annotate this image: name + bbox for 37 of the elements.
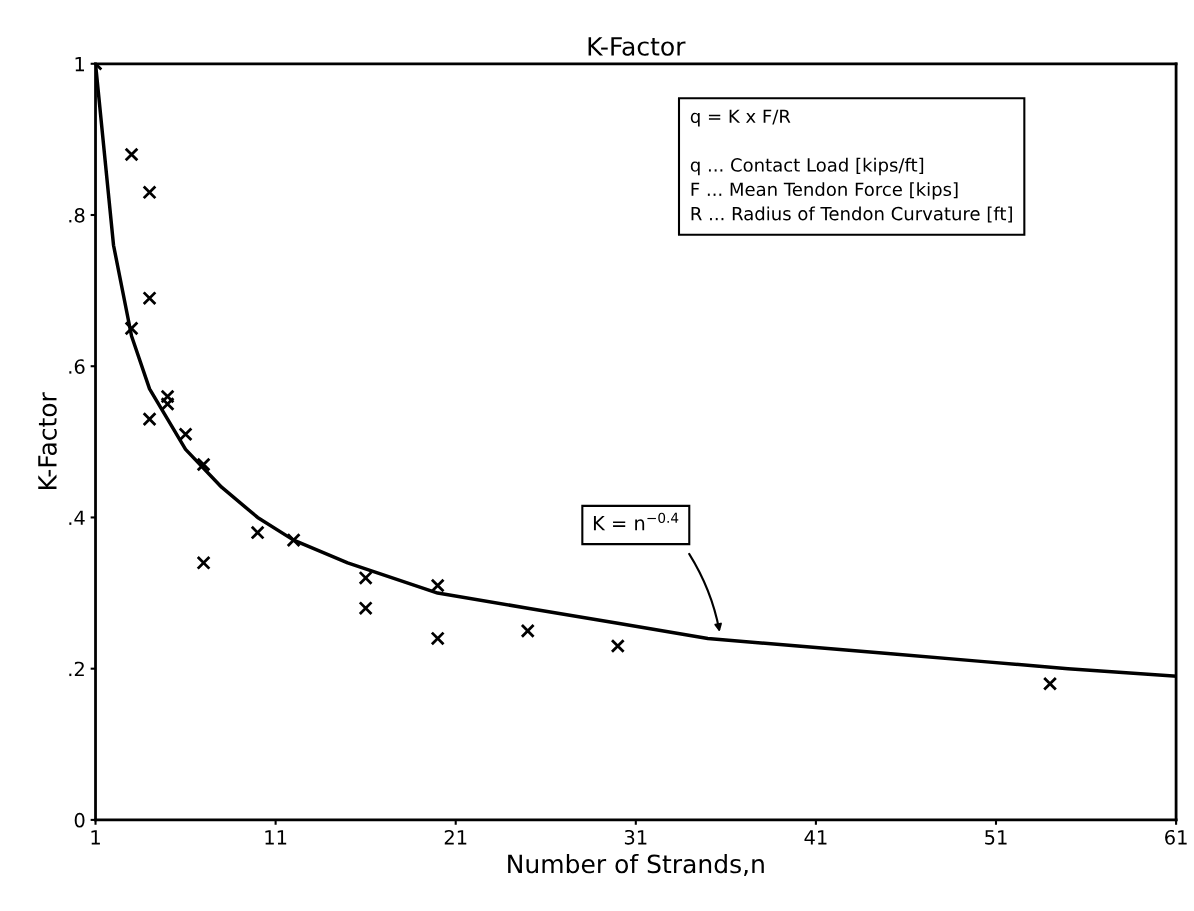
point (160, 396, 175, 412)
point (610, 638, 625, 654)
point (250, 525, 265, 540)
point (358, 570, 373, 586)
point (160, 389, 175, 404)
annotation: K = n$^{−0.4}$ (593, 512, 679, 531)
point (124, 321, 139, 336)
y-axis-title: K-Factor (38, 392, 57, 490)
point (142, 185, 157, 200)
y-tick-label: .8 (69, 207, 85, 223)
x-tick-label: 21 (444, 829, 467, 845)
point (430, 578, 445, 593)
point (520, 623, 535, 639)
x-axis-title: Number of Strands,n (508, 854, 764, 876)
y-tick-label: 1 (75, 56, 84, 72)
x-tick-label: 1 (91, 830, 100, 845)
x-tick-label: 61 (1165, 829, 1187, 845)
y-tick-label: 0 (74, 812, 85, 828)
x-tick-label: 51 (985, 830, 1007, 845)
point (196, 457, 211, 472)
chart-title: K-Factor (588, 37, 686, 56)
point (124, 147, 139, 162)
x-tick-label: 31 (624, 829, 647, 845)
y-tick-label: .6 (69, 359, 85, 374)
x-tick-label: 11 (265, 830, 287, 845)
point (1042, 676, 1058, 691)
point (142, 290, 157, 306)
text: q = K x F/R q ... Contact Load [kips/ft] F ... Mean Tendon Force [kips] R ... Radius of Tendon Curvature [ft] (690, 109, 1012, 223)
point (430, 631, 445, 646)
y-tick-label: .4 (69, 510, 85, 525)
y-tick-label: .2 (69, 661, 84, 677)
point (358, 600, 373, 616)
point (178, 427, 193, 442)
x-tick-label: 41 (804, 830, 827, 845)
point (196, 555, 211, 571)
point (286, 532, 301, 548)
point (142, 411, 157, 427)
